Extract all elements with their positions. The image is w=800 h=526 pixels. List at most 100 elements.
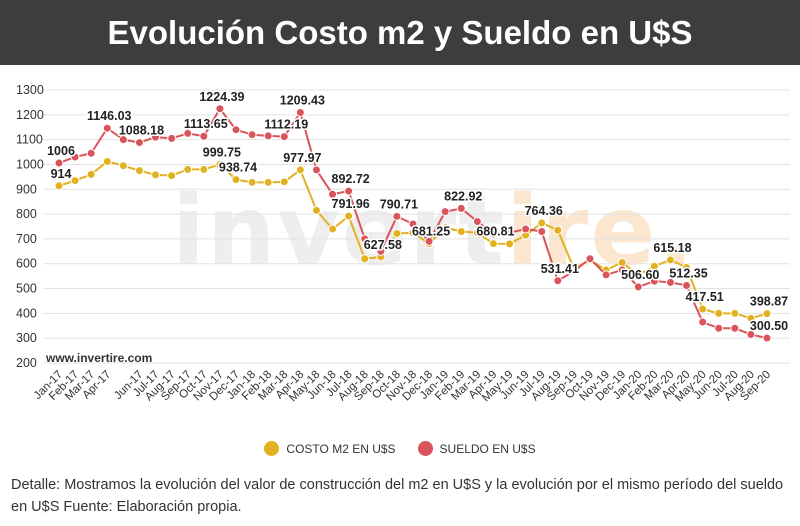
- data-point: [328, 189, 338, 199]
- data-label: 999.75: [203, 146, 241, 160]
- line-chart: 200 300 400 500 600 700 800 900 1000 1100 1200 1300…: [16, 83, 790, 405]
- y-tick-label: 300: [16, 331, 37, 345]
- data-point: [472, 228, 482, 238]
- data-point: [569, 266, 579, 276]
- data-point: [537, 226, 547, 236]
- data-point: [553, 225, 563, 235]
- data-point: [682, 280, 692, 290]
- data-point: [601, 270, 611, 280]
- data-label: 938.74: [219, 161, 257, 175]
- data-point: [86, 148, 96, 158]
- data-point: [665, 277, 675, 287]
- data-point: [665, 255, 675, 265]
- data-point: [118, 161, 128, 171]
- data-point: [440, 207, 450, 217]
- y-tick-label: 1100: [16, 133, 43, 147]
- y-tick-label: 900: [16, 182, 37, 196]
- data-label: 1088.18: [119, 124, 164, 138]
- data-point: [151, 170, 161, 180]
- data-point: [762, 333, 772, 343]
- data-point: [682, 262, 692, 272]
- data-point: [231, 125, 241, 135]
- detail-text: Detalle: Mostramos la evolución del valo…: [11, 477, 784, 515]
- data-point: [360, 234, 370, 244]
- x-axis-ticks: Jan-17Feb-17Mar-17Apr-17Jun-17Jul-17Aug-…: [32, 369, 773, 405]
- grid-lines: [43, 89, 790, 364]
- data-point: [456, 203, 466, 213]
- data-label: 790.71: [380, 197, 418, 211]
- data-point: [102, 123, 112, 133]
- data-label: 627.58: [364, 238, 402, 252]
- data-point: [247, 130, 257, 140]
- legend-marker-costo: [264, 441, 280, 456]
- chart-title: Evolución Costo m2 y Sueldo en U$S: [107, 13, 693, 51]
- data-point: [488, 239, 498, 249]
- data-point: [86, 169, 96, 179]
- data-point: [344, 211, 354, 221]
- data-point: [585, 254, 595, 264]
- data-point: [472, 217, 482, 227]
- data-label: 1006: [47, 144, 75, 158]
- data-label: 417.51: [686, 290, 724, 304]
- data-label: 531.41: [541, 262, 579, 276]
- legend-item-sueldo: SUELDO EN U$S: [417, 441, 536, 456]
- data-point: [167, 133, 177, 143]
- data-point: [102, 156, 112, 166]
- data-point: [649, 276, 659, 286]
- data-point: [167, 171, 177, 181]
- data-point: [295, 165, 305, 175]
- data-label: 764.36: [525, 204, 563, 218]
- data-point: [279, 132, 289, 142]
- data-label: 300.50: [750, 319, 788, 333]
- y-tick-label: 1200: [16, 108, 44, 122]
- data-point: [328, 224, 338, 234]
- series-line-0: [58, 160, 768, 320]
- data-point: [263, 131, 273, 141]
- data-point: [698, 317, 708, 327]
- data-label: 512.35: [669, 266, 707, 280]
- data-label: 681.25: [412, 225, 450, 239]
- data-point: [633, 270, 643, 280]
- data-point: [392, 228, 402, 238]
- data-point: [54, 181, 64, 191]
- y-tick-label: 700: [16, 232, 37, 246]
- data-label: 791.96: [332, 197, 370, 211]
- data-point: [134, 138, 144, 148]
- data-point: [279, 177, 289, 187]
- data-label: 398.87: [750, 295, 788, 309]
- data-point: [311, 205, 321, 215]
- y-tick-label: 400: [16, 306, 37, 320]
- data-point: [54, 158, 64, 168]
- data-point: [408, 228, 418, 238]
- y-axis-ticks: 200 300 400 500 600 700 800 900 1000 1100 1200 1300: [16, 83, 44, 370]
- legend-label-costo: COSTO M2 EN U$S: [286, 441, 396, 456]
- data-point: [392, 211, 402, 221]
- data-point: [714, 323, 724, 333]
- data-point: [762, 309, 772, 319]
- data-point: [199, 164, 209, 174]
- data-label: 1224.39: [199, 90, 244, 104]
- data-point: [633, 282, 643, 292]
- data-point: [295, 107, 305, 117]
- title-bar: Evolución Costo m2 y Sueldo en U$S: [0, 0, 800, 65]
- y-tick-label: 600: [16, 257, 37, 271]
- data-point: [215, 104, 225, 114]
- data-point: [553, 276, 563, 286]
- data-point: [505, 239, 515, 249]
- y-tick-label: 200: [16, 356, 37, 370]
- y-tick-label: 1300: [16, 83, 44, 97]
- data-label: 977.97: [283, 151, 321, 165]
- data-point: [311, 165, 321, 175]
- data-point: [746, 329, 756, 339]
- data-point: [649, 261, 659, 271]
- data-point: [360, 254, 370, 264]
- data-point: [617, 257, 627, 267]
- data-label: 1113.65: [184, 117, 228, 131]
- data-point: [70, 152, 80, 162]
- data-point: [199, 131, 209, 141]
- data-point: [730, 323, 740, 333]
- data-label: 822.92: [444, 189, 482, 203]
- data-point: [376, 246, 386, 256]
- legend-marker-sueldo: [417, 441, 433, 456]
